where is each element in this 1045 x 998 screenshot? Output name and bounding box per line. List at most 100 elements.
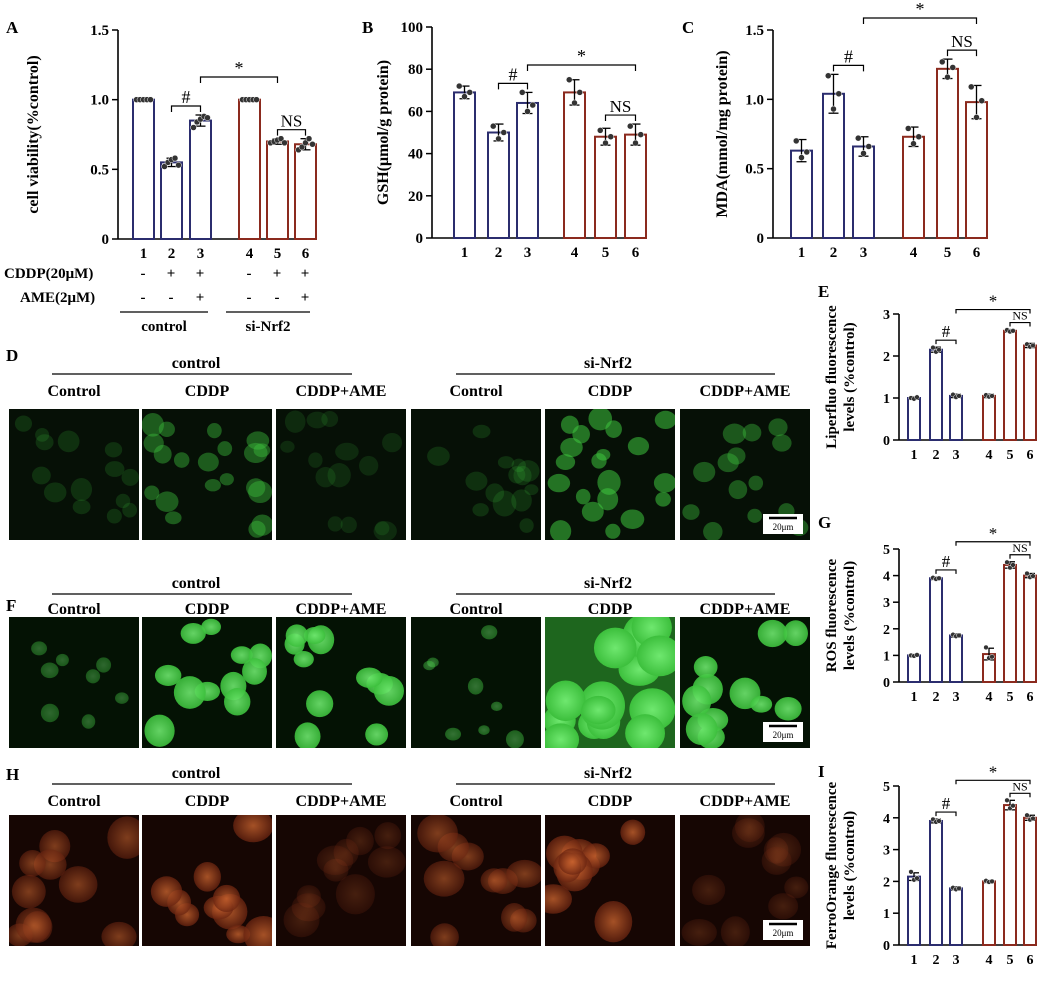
x-tick-label: 4 (986, 448, 993, 463)
data-point (309, 141, 316, 148)
micrograph-panel (411, 617, 541, 748)
cell (572, 424, 590, 444)
x-tick-label: 4 (246, 246, 254, 262)
significance-bracket (1009, 321, 1031, 327)
micrograph-cells (144, 618, 272, 747)
data-point (632, 139, 639, 147)
cell (180, 622, 206, 644)
y-tick-label: 1.5 (745, 23, 764, 39)
cddp-sign: + (196, 266, 205, 282)
cell (31, 641, 48, 656)
data-point (1010, 562, 1016, 568)
cell (693, 655, 718, 679)
micro-group-label-sinrf2: si-Nrf2 (584, 765, 632, 782)
x-tick-label: 5 (602, 245, 610, 261)
x-tick-label: 1 (140, 246, 148, 262)
y-axis-label: MDA(mmol/mg protein) (714, 50, 731, 217)
significance-label: # (844, 46, 853, 66)
data-point (956, 632, 962, 639)
cell (101, 921, 137, 946)
y-axis-label: Liperfluo fluorescence (824, 305, 840, 449)
micro-condition-label: CDDP+AME (700, 793, 791, 810)
y-axis-label: ROS fluorescence (824, 558, 840, 672)
y-tick-label: 4 (883, 812, 890, 827)
data-point (830, 105, 837, 113)
cell (636, 635, 675, 677)
bar (949, 887, 963, 946)
data-point (803, 148, 810, 156)
bar (624, 133, 647, 239)
cell (519, 518, 534, 533)
ame-sign: - (169, 290, 174, 306)
cell (335, 874, 375, 915)
significance-bracket (935, 811, 957, 817)
panel-letter-i: I (818, 762, 825, 781)
cell (545, 680, 586, 722)
cell (581, 501, 604, 522)
bar (1003, 804, 1017, 947)
chart-b-gsh: 0 20 40 60 80 100 GSH(μmol/g protein) 1 2 3 4 5 6 # * N… (375, 20, 647, 261)
cell (747, 508, 763, 523)
cell (356, 667, 383, 688)
data-point (298, 143, 306, 151)
bar (594, 135, 617, 239)
x-tick-label: 4 (910, 245, 918, 261)
bar (238, 98, 261, 240)
cell (58, 866, 98, 903)
significance-label: # (942, 552, 951, 571)
significance-label: NS (1012, 541, 1027, 555)
y-tick-label: 5 (883, 780, 890, 795)
data-point (566, 76, 573, 83)
cell (115, 692, 129, 704)
significance-label: NS (610, 97, 632, 116)
data-point (989, 654, 995, 660)
x-tick-label: 1 (798, 245, 806, 261)
panel-letter-c: C (682, 18, 694, 37)
micrograph-panel (276, 617, 406, 748)
y-tick-label: 1 (883, 907, 890, 922)
cell (373, 521, 397, 540)
cell (106, 508, 122, 524)
micro-condition-label: CDDP+AME (700, 383, 791, 400)
data-point (793, 137, 800, 145)
bar (266, 140, 289, 240)
x-tick-label: 3 (953, 953, 960, 968)
micro-condition-label: Control (47, 601, 101, 618)
cell (620, 509, 645, 529)
cell (308, 452, 323, 468)
micrograph-cells (284, 624, 404, 748)
cell (121, 468, 139, 486)
micro-condition-label: CDDP (185, 383, 230, 400)
cell (550, 520, 572, 540)
cell (81, 714, 96, 729)
x-tick-label: 5 (1007, 690, 1014, 705)
micrograph-panel (411, 815, 541, 946)
data-point (989, 393, 995, 399)
bar (852, 145, 875, 239)
significance-bracket (276, 129, 307, 136)
cddp-sign: - (141, 266, 146, 282)
data-point (956, 885, 962, 892)
cell (104, 461, 125, 477)
group-label-sinrf2: si-Nrf2 (246, 319, 291, 335)
micro-condition-label: CDDP+AME (296, 601, 387, 618)
cell (545, 723, 580, 748)
cell (373, 675, 404, 706)
data-point (161, 163, 168, 170)
cell (558, 848, 587, 875)
chart-c-mda: 0 0.5 1.0 1.5 MDA(mmol/mg protein) 1 2 3 4 5 6 # * NS (714, 0, 988, 261)
data-point (175, 161, 182, 169)
data-point (281, 139, 288, 147)
cell (143, 433, 164, 453)
micrograph-cells (31, 641, 129, 729)
micrograph-background (411, 409, 541, 540)
micro-condition-label: CDDP (588, 383, 633, 400)
cell (545, 884, 572, 914)
cell (430, 923, 459, 946)
bar (453, 91, 476, 239)
data-point (1010, 803, 1016, 809)
data-point (914, 394, 920, 400)
cell (115, 493, 131, 509)
cell (784, 876, 809, 899)
panel-letter-e: E (818, 282, 829, 301)
